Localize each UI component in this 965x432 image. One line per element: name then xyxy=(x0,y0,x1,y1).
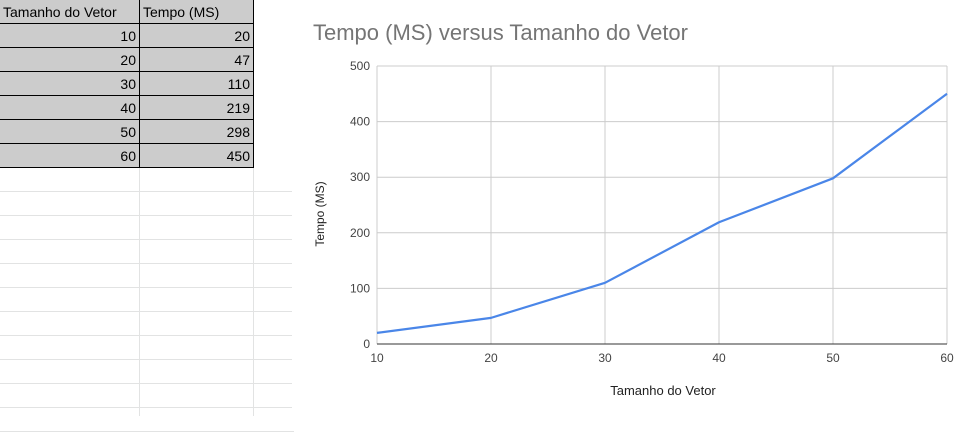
grid-row-line xyxy=(0,263,294,264)
chart-title: Tempo (MS) versus Tamanho do Vetor xyxy=(313,20,688,45)
grid-row-line xyxy=(0,407,294,408)
y-tick-label: 0 xyxy=(363,337,370,351)
header-cell[interactable]: Tamanho do Vetor xyxy=(0,0,140,24)
x-tick-label: 50 xyxy=(826,351,840,365)
chart-series xyxy=(376,92,948,334)
x-axis-label: Tamanho do Vetor xyxy=(610,383,716,398)
table-cell[interactable]: 60 xyxy=(0,144,140,168)
x-tick-label: 10 xyxy=(370,351,384,365)
header-cell[interactable]: Tempo (MS) xyxy=(140,0,254,24)
y-axis-label: Tempo (MS) xyxy=(313,181,327,246)
grid-row-line xyxy=(0,359,294,360)
grid-row-line xyxy=(0,287,294,288)
y-tick-label: 100 xyxy=(350,281,370,295)
table-cell[interactable]: 110 xyxy=(140,72,254,96)
table-cell[interactable]: 298 xyxy=(140,120,254,144)
y-tick-label: 500 xyxy=(350,59,370,73)
y-tick-label: 400 xyxy=(350,115,370,129)
grid-column-line xyxy=(139,0,140,416)
chart-gridlines xyxy=(376,65,948,344)
series-line[interactable] xyxy=(376,92,948,334)
chart-svg: Tempo (MS) versus Tamanho do Vetor 0 100 2… xyxy=(292,0,965,416)
x-tick-label: 20 xyxy=(484,351,498,365)
table-cell[interactable]: 219 xyxy=(140,96,254,120)
grid-row-line xyxy=(0,335,294,336)
grid-row-line xyxy=(0,239,294,240)
table-cell[interactable]: 450 xyxy=(140,144,254,168)
x-tick-label: 40 xyxy=(712,351,726,365)
chart-axes: 0 100 200 300 400 500 10 20 30 40 50 60 xyxy=(350,59,954,365)
table-cell[interactable]: 40 xyxy=(0,96,140,120)
grid-row-line xyxy=(0,191,294,192)
table-cell[interactable]: 30 xyxy=(0,72,140,96)
spreadsheet-grid[interactable]: Tamanho do Vetor Tempo (MS) 10 20 20 47 30 110 4… xyxy=(0,0,294,432)
table-cell[interactable]: 50 xyxy=(0,120,140,144)
x-tick-label: 60 xyxy=(940,351,954,365)
table-cell[interactable]: 10 xyxy=(0,24,140,48)
y-tick-label: 200 xyxy=(350,226,370,240)
grid-row-line xyxy=(0,215,294,216)
grid-row-line xyxy=(0,311,294,312)
line-chart[interactable]: Tempo (MS) versus Tamanho do Vetor 0 100 2… xyxy=(292,0,965,416)
grid-column-line xyxy=(253,0,254,416)
table-cell[interactable]: 47 xyxy=(140,48,254,72)
chart-background xyxy=(292,0,965,416)
x-tick-label: 30 xyxy=(598,351,612,365)
table-cell[interactable]: 20 xyxy=(140,24,254,48)
y-tick-label: 300 xyxy=(350,170,370,184)
grid-row-line xyxy=(0,383,294,384)
table-cell[interactable]: 20 xyxy=(0,48,140,72)
